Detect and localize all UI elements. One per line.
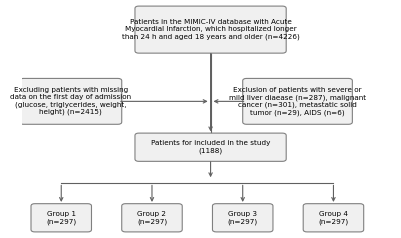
Text: Excluding patients with missing
data on the first day of admission
(glucose, tri: Excluding patients with missing data on … (10, 87, 131, 115)
Text: Group 1
(n=297): Group 1 (n=297) (46, 211, 76, 224)
FancyBboxPatch shape (122, 204, 182, 232)
Text: Group 2
(n=297): Group 2 (n=297) (137, 211, 167, 224)
Text: Group 4
(n=297): Group 4 (n=297) (318, 211, 348, 224)
Text: Patients in the MIMIC-IV database with Acute
Myocardial Infarction, which hospit: Patients in the MIMIC-IV database with A… (122, 19, 300, 40)
Text: Patients for included in the study
(1188): Patients for included in the study (1188… (151, 140, 270, 154)
Text: Exclusion of patients with severe or
mild liver diaease (n=287), malignant
cance: Exclusion of patients with severe or mil… (229, 87, 366, 116)
FancyBboxPatch shape (20, 79, 122, 124)
Text: Group 3
(n=297): Group 3 (n=297) (228, 211, 258, 224)
FancyBboxPatch shape (31, 204, 91, 232)
FancyBboxPatch shape (243, 79, 352, 124)
FancyBboxPatch shape (213, 204, 273, 232)
FancyBboxPatch shape (303, 204, 364, 232)
FancyBboxPatch shape (135, 133, 286, 161)
FancyBboxPatch shape (135, 6, 286, 53)
